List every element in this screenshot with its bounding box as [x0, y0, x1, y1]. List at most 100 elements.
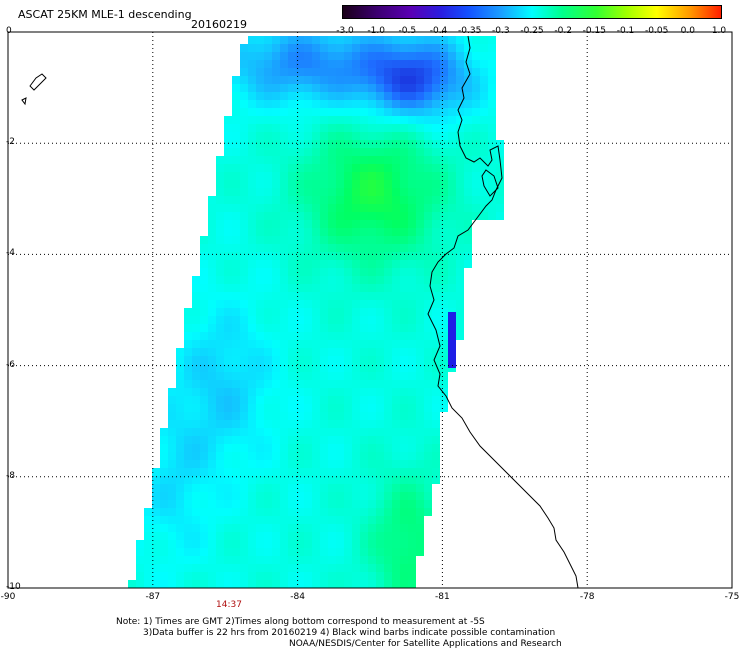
- swath-cell: [440, 36, 448, 44]
- swath-cell: [168, 444, 176, 452]
- swath-cell: [480, 140, 488, 148]
- swath-cell: [280, 252, 288, 260]
- swath-cell: [168, 412, 176, 420]
- swath-cell: [296, 364, 304, 372]
- swath-cell: [176, 572, 184, 580]
- swath-cell: [368, 236, 376, 244]
- swath-cell: [320, 548, 328, 556]
- swath-cell: [264, 300, 272, 308]
- swath-cell: [216, 476, 224, 484]
- swath-cell: [256, 388, 264, 396]
- swath-cell: [312, 508, 320, 516]
- swath-cell: [472, 84, 480, 92]
- swath-cell: [240, 404, 248, 412]
- swath-cell: [376, 388, 384, 396]
- swath-cell: [248, 212, 256, 220]
- swath-cell: [296, 492, 304, 500]
- swath-cell: [360, 196, 368, 204]
- swath-cell: [176, 516, 184, 524]
- swath-cell: [296, 484, 304, 492]
- swath-cell: [464, 196, 472, 204]
- swath-cell: [456, 308, 464, 316]
- swath-cell: [416, 508, 424, 516]
- swath-cell: [416, 60, 424, 68]
- swath-cell: [320, 164, 328, 172]
- swath-cell: [352, 108, 360, 116]
- swath-cell: [280, 260, 288, 268]
- swath-cell: [160, 476, 168, 484]
- swath-cell: [280, 100, 288, 108]
- swath-cell: [360, 364, 368, 372]
- swath-cell: [240, 388, 248, 396]
- swath-cell: [344, 532, 352, 540]
- swath-cell: [312, 476, 320, 484]
- swath-cell: [392, 356, 400, 364]
- swath-cell: [408, 548, 416, 556]
- swath-cell: [280, 300, 288, 308]
- swath-cell: [448, 320, 456, 328]
- swath-cell: [384, 292, 392, 300]
- swath-cell: [344, 148, 352, 156]
- swath-cell: [352, 564, 360, 572]
- swath-cell: [400, 388, 408, 396]
- swath-cell: [256, 356, 264, 364]
- swath-cell: [176, 556, 184, 564]
- swath-cell: [296, 148, 304, 156]
- swath-cell: [256, 100, 264, 108]
- swath-cell: [448, 148, 456, 156]
- swath-cell: [224, 148, 232, 156]
- swath-cell: [368, 308, 376, 316]
- swath-cell: [360, 164, 368, 172]
- swath-cell: [360, 516, 368, 524]
- colorbar-label: 0.0: [680, 26, 695, 36]
- swath-cell: [248, 412, 256, 420]
- swath-cell: [400, 476, 408, 484]
- swath-cell: [216, 428, 224, 436]
- swath-cell: [248, 308, 256, 316]
- swath-cell: [400, 292, 408, 300]
- swath-cell: [376, 300, 384, 308]
- swath-cell: [424, 364, 432, 372]
- swath-cell: [336, 484, 344, 492]
- swath-cell: [424, 60, 432, 68]
- swath-cell: [224, 476, 232, 484]
- swath-cell: [376, 364, 384, 372]
- longitude-label: -78: [579, 592, 595, 602]
- swath-cell: [296, 228, 304, 236]
- swath-cell: [256, 140, 264, 148]
- swath-cell: [288, 476, 296, 484]
- swath-cell: [400, 212, 408, 220]
- swath-cell: [208, 236, 216, 244]
- swath-cell: [472, 196, 480, 204]
- swath-cell: [280, 500, 288, 508]
- swath-cell: [464, 92, 472, 100]
- swath-cell: [280, 356, 288, 364]
- swath-cell: [280, 236, 288, 244]
- swath-cell: [360, 524, 368, 532]
- swath-cell: [384, 172, 392, 180]
- swath-cell: [256, 52, 264, 60]
- swath-cell: [168, 404, 176, 412]
- swath-cell: [464, 164, 472, 172]
- swath-cell: [336, 532, 344, 540]
- swath-cell: [360, 60, 368, 68]
- swath-cell: [248, 404, 256, 412]
- swath-cell: [184, 372, 192, 380]
- swath-cell: [304, 252, 312, 260]
- swath-cell: [336, 300, 344, 308]
- swath-cell: [168, 548, 176, 556]
- swath-cell: [312, 580, 320, 588]
- swath-cell: [376, 548, 384, 556]
- swath-cell: [232, 316, 240, 324]
- swath-cell: [312, 556, 320, 564]
- swath-cell: [248, 564, 256, 572]
- swath-cell: [360, 108, 368, 116]
- swath-cell: [344, 100, 352, 108]
- swath-cell: [368, 132, 376, 140]
- swath-cell: [312, 172, 320, 180]
- swath-cell: [248, 508, 256, 516]
- swath-cell: [304, 116, 312, 124]
- swath-cell: [232, 516, 240, 524]
- swath-cell: [424, 484, 432, 492]
- swath-cell: [376, 228, 384, 236]
